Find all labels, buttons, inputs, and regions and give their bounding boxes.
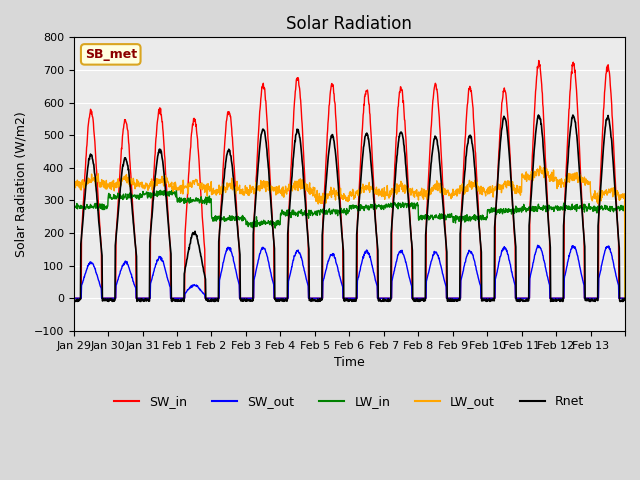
LW_out [156, 179, 164, 184]
SW_out [70, 295, 77, 301]
SW_in [535, 58, 543, 63]
SW_out [621, 295, 629, 301]
Rnet [561, 208, 568, 214]
LW_out [70, 181, 77, 187]
LW_in [335, 208, 343, 214]
LW_out [561, 180, 568, 186]
SW_out [534, 242, 541, 248]
Rnet [70, 296, 77, 302]
Rnet [324, 153, 332, 159]
Legend: SW_in, SW_out, LW_in, LW_out, Rnet: SW_in, SW_out, LW_in, LW_out, Rnet [109, 390, 589, 413]
Rnet [534, 112, 542, 118]
LW_in [156, 190, 164, 196]
LW_in [479, 216, 487, 222]
LW_in [561, 204, 568, 210]
Y-axis label: Solar Radiation (W/m2): Solar Radiation (W/m2) [15, 111, 28, 257]
LW_in [70, 202, 77, 208]
Line: LW_out: LW_out [74, 166, 625, 298]
LW_in [168, 188, 175, 193]
Rnet [614, 236, 622, 242]
Rnet [335, 190, 342, 195]
LW_in [325, 207, 333, 213]
SW_out [335, 269, 342, 275]
LW_in [614, 204, 622, 209]
Rnet [621, 295, 629, 301]
SW_out [156, 255, 164, 261]
LW_out [614, 190, 622, 195]
SW_in [479, 295, 487, 301]
Rnet [479, 296, 487, 302]
Rnet [516, 299, 524, 304]
SW_in [335, 169, 342, 175]
LW_out [324, 191, 332, 197]
LW_out [621, 295, 629, 301]
SW_in [70, 295, 77, 301]
SW_out [561, 276, 568, 281]
Line: SW_in: SW_in [74, 60, 625, 298]
Line: LW_in: LW_in [74, 191, 625, 298]
Line: SW_out: SW_out [74, 245, 625, 298]
SW_in [324, 117, 332, 122]
SW_in [156, 105, 164, 111]
Text: SB_met: SB_met [84, 48, 137, 61]
SW_out [614, 281, 622, 287]
Line: Rnet: Rnet [74, 115, 625, 301]
SW_out [479, 295, 487, 301]
LW_out [536, 163, 544, 169]
SW_in [561, 206, 568, 212]
LW_in [621, 295, 629, 301]
SW_in [614, 232, 622, 238]
SW_in [621, 295, 629, 301]
Title: Solar Radiation: Solar Radiation [286, 15, 412, 33]
SW_out [324, 258, 332, 264]
Rnet [156, 149, 164, 155]
X-axis label: Time: Time [334, 356, 365, 369]
LW_out [479, 184, 487, 190]
LW_out [335, 196, 342, 202]
